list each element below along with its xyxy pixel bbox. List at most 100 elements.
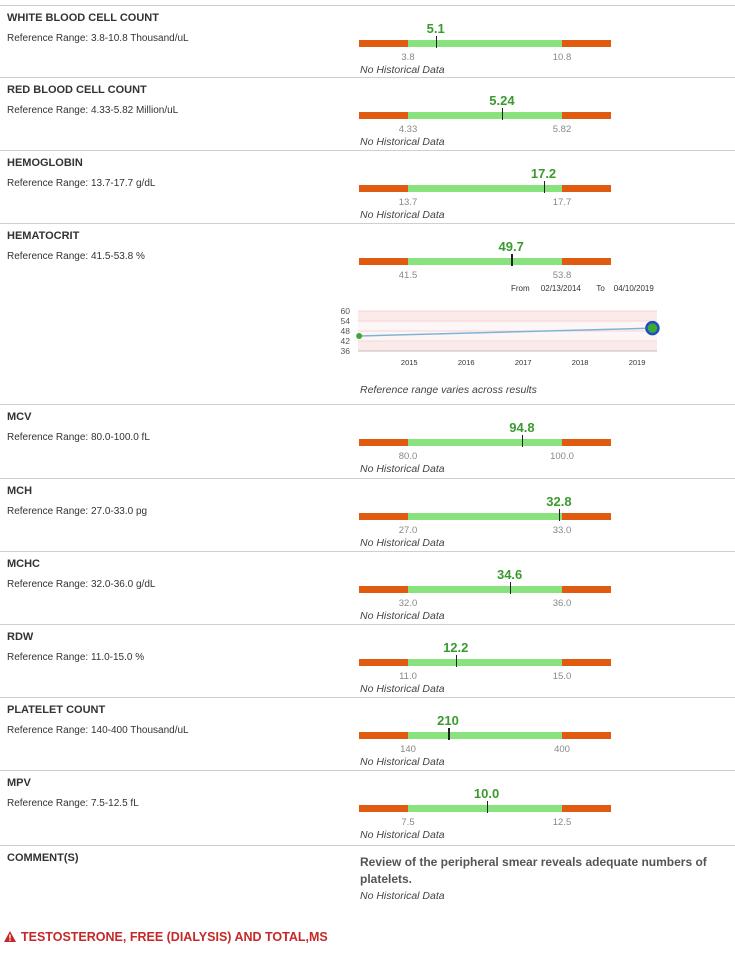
gauge-low-label: 13.7 [398,197,418,208]
result-value: 94.8 [509,420,535,435]
reference-range: Reference Range: 32.0-36.0 g/dL [7,579,156,590]
reference-range: Reference Range: 4.33-5.82 Million/uL [7,105,179,116]
history-note: Reference range varies across results [360,384,537,396]
gauge-low-label: 140 [400,744,416,755]
range-gauge: 5.1 3.8 10.8 [359,21,611,73]
test-row: RDW Reference Range: 11.0-15.0 % 12.2 11… [0,625,735,698]
gauge-low-zone [359,112,408,119]
history-note: No Historical Data [360,610,445,622]
range-gauge: 34.6 32.0 36.0 [359,567,611,619]
reference-range: Reference Range: 27.0-33.0 pg [7,506,148,517]
reference-range: Reference Range: 80.0-100.0 fL [7,432,150,443]
gauge-high-label: 400 [554,744,570,755]
gauge-low-zone [359,258,408,265]
test-row: MCHC Reference Range: 32.0-36.0 g/dL 34.… [0,552,735,625]
gauge-high-label: 100.0 [550,451,574,462]
gauge-low-label: 32.0 [398,598,418,609]
reference-range: Reference Range: 3.8-10.8 Thousand/uL [7,33,189,44]
series-line [359,327,653,337]
reference-range: Reference Range: 11.0-15.0 % [7,652,145,663]
comment-history: No Historical Data [360,890,445,902]
result-value: 32.8 [546,494,572,509]
history-note: No Historical Data [360,683,445,695]
gauge-low-zone [359,805,408,812]
test-name: MCV [7,411,32,423]
next-section-title[interactable]: TESTOSTERONE, FREE (DIALYSIS) AND TOTAL,… [4,930,328,944]
range-gauge: 94.8 80.0 100.0 [359,420,611,472]
test-row: MPV Reference Range: 7.5-12.5 fL 10.0 7.… [0,771,735,846]
history-note: No Historical Data [360,537,445,549]
reference-range: Reference Range: 7.5-12.5 fL [7,798,139,809]
gauge-high-label: 10.8 [552,52,572,63]
range-gauge: 12.2 11.0 15.0 [359,640,611,692]
result-value: 12.2 [443,640,469,655]
result-value: 49.7 [498,239,524,254]
test-name: MPV [7,777,31,789]
gauge-high-zone [562,659,611,666]
history-note: No Historical Data [360,829,445,841]
gauge-high-label: 36.0 [552,598,572,609]
result-value: 5.1 [426,21,445,36]
gauge-low-zone [359,185,408,192]
gauge-low-label: 11.0 [399,671,417,682]
test-name: PLATELET COUNT [7,704,106,716]
footer-title: TESTOSTERONE, FREE (DIALYSIS) AND TOTAL,… [21,930,328,944]
gauge-marker [455,655,458,667]
reference-range: Reference Range: 13.7-17.7 g/dL [7,178,156,189]
y-tick-label: 42 [341,336,351,346]
from-label: From [511,284,530,293]
result-value: 17.2 [530,166,557,181]
history-note: No Historical Data [360,463,445,475]
gauge-high-zone [562,185,611,192]
gauge-marker [435,36,438,48]
gauge-marker [558,509,561,521]
gauge-normal-zone [408,659,562,666]
range-gauge: 10.0 7.5 12.5 [359,786,611,838]
test-row: MCV Reference Range: 80.0-100.0 fL 94.8 … [0,405,735,479]
gauge-high-zone [562,40,611,47]
to-date: 04/10/2019 [613,284,654,293]
gauge-high-zone [562,513,611,520]
gauge-normal-zone [408,40,562,47]
result-value: 34.6 [496,567,523,582]
gauge-low-label: 3.8 [401,52,415,63]
x-tick-label: 2019 [629,358,646,367]
gauge-marker [509,582,512,594]
test-row: HEMOGLOBIN Reference Range: 13.7-17.7 g/… [0,151,735,224]
test-name: RDW [7,631,34,643]
gauge-high-zone [562,805,611,812]
x-tick-label: 2018 [572,358,589,367]
gauge-low-zone [359,439,408,446]
gauge-high-zone [562,439,611,446]
comment-row: COMMENT(S) Review of the peripheral smea… [0,846,735,912]
comment-text: Review of the peripheral smear reveals a… [360,855,707,886]
gauge-normal-zone [408,439,562,446]
gauge-marker [486,801,489,813]
gauge-normal-zone [408,732,562,739]
gauge-low-zone [359,732,408,739]
gauge-high-label: 12.5 [552,817,572,828]
gauge-high-label: 53.8 [552,270,572,281]
gauge-normal-zone [408,112,562,119]
gauge-marker [543,181,546,193]
history-note: No Historical Data [360,64,445,76]
x-tick-label: 2015 [401,358,418,367]
gauge-normal-zone [408,513,562,520]
from-date: 02/13/2014 [540,284,581,293]
test-row: WHITE BLOOD CELL COUNT Reference Range: … [0,5,735,78]
history-note: No Historical Data [360,209,445,221]
gauge-high-zone [562,258,611,265]
test-row: PLATELET COUNT Reference Range: 140-400 … [0,698,735,771]
range-gauge: 32.8 27.0 33.0 [359,494,611,546]
test-name: MCHC [7,558,40,570]
x-tick-label: 2016 [458,358,475,367]
to-label: To [596,284,605,293]
gauge-low-label: 4.33 [398,124,418,135]
y-tick-label: 54 [341,316,351,326]
gauge-marker [501,108,504,120]
gauge-low-label: 41.5 [398,270,418,281]
test-name: RED BLOOD CELL COUNT [7,84,147,96]
y-tick-label: 48 [341,326,351,336]
gauge-normal-zone [408,805,562,812]
